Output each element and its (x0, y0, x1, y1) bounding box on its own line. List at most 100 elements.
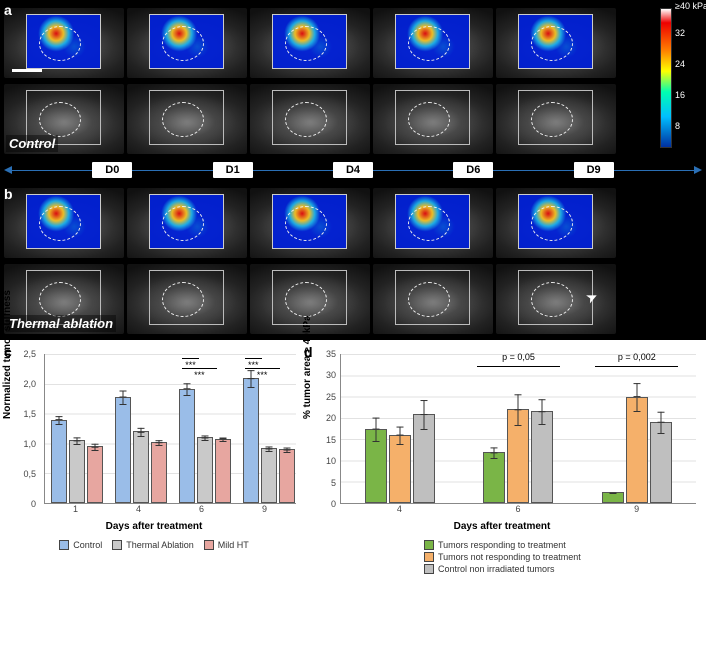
legend-swatch (424, 552, 434, 562)
bar (389, 435, 411, 503)
chart-c-plot: Normalized tumor stiffness 00,51,01,52,0… (4, 346, 304, 536)
y-tick: 10 (326, 456, 336, 466)
roi-circle (408, 26, 450, 61)
error-bar (251, 379, 252, 388)
legend-swatch (424, 540, 434, 550)
panel-a-group-label: Control (6, 135, 58, 152)
legend-item: Mild HT (204, 540, 249, 550)
roi-circle (162, 102, 204, 137)
bar (87, 446, 103, 503)
roi-circle (408, 102, 450, 137)
panel-b-label: b (4, 186, 13, 202)
bar (69, 440, 85, 503)
legend-label: Control (73, 540, 102, 550)
chart-d-x-title: Days after treatment (304, 521, 700, 532)
bar (197, 437, 213, 503)
panel-a-bmode-row: Control (0, 80, 660, 156)
legend-swatch (112, 540, 122, 550)
error-bar (59, 421, 60, 426)
legend-item: Control non irradiated tumors (424, 564, 555, 574)
x-tick: 9 (577, 504, 696, 516)
bar (650, 422, 672, 503)
bar-group (45, 354, 109, 503)
panel-b-bmode-row: Thermal ablation ➤ (0, 260, 706, 336)
chart-d: d % tumor area > 40kPa 05101520253035 p … (304, 346, 700, 574)
y-tick: 35 (326, 349, 336, 359)
legend-swatch (204, 540, 214, 550)
legend-item: Thermal Ablation (112, 540, 194, 550)
colorbar-top-label: ≥40 kPa (675, 1, 706, 11)
significance-marker: p = 0,002 (595, 358, 678, 370)
x-tick: 1 (44, 504, 107, 516)
bar (215, 439, 231, 503)
error-bar (376, 430, 377, 442)
bar (531, 411, 553, 503)
legend-label: Thermal Ablation (126, 540, 194, 550)
timepoint: D9 (574, 162, 614, 178)
roi-circle (162, 206, 204, 241)
chart-d-y-ticks: 05101520253035 (304, 354, 340, 504)
y-tick: 0 (331, 499, 336, 509)
bar (602, 492, 624, 503)
bar (507, 409, 529, 503)
bar (261, 448, 277, 503)
colorbar-tick: 32 (675, 28, 685, 38)
error-bar (187, 390, 188, 397)
ultrasound-image (250, 188, 370, 258)
chart-c-x-ticks: 1469 (44, 504, 296, 516)
y-tick: 2,5 (23, 349, 36, 359)
error-bar (542, 400, 543, 413)
ultrasound-image (373, 188, 493, 258)
bar-group (109, 354, 173, 503)
legend-item: Control (59, 540, 102, 550)
ultrasound-image (373, 84, 493, 154)
error-bar (424, 400, 425, 415)
y-tick: 0,5 (23, 469, 36, 479)
bar-group (459, 354, 577, 503)
error-bar (400, 436, 401, 445)
y-tick: 15 (326, 435, 336, 445)
x-tick: 4 (107, 504, 170, 516)
chart-d-plot: % tumor area > 40kPa 05101520253035 p = … (304, 346, 700, 536)
ultrasound-image (250, 264, 370, 334)
roi-circle (39, 102, 81, 137)
bar (413, 414, 435, 503)
ultrasound-image (127, 84, 247, 154)
panel-a-elasto-row (0, 4, 660, 80)
roi-circle (531, 26, 573, 61)
charts: c Normalized tumor stiffness 00,51,01,52… (0, 340, 706, 578)
bar (133, 431, 149, 503)
ultrasound-image (496, 188, 616, 258)
colorbar-tick: 8 (675, 121, 680, 131)
roi-circle (285, 26, 327, 61)
panel-b: b Thermal ablation ➤ (0, 184, 706, 340)
roi-circle (408, 206, 450, 241)
roi-circle (162, 26, 204, 61)
chart-d-axes: p = 0,05p = 0,002 (340, 354, 696, 504)
colorbar-ticks: ≥40 kPa 32 24 16 8 (675, 8, 700, 148)
timepoint: D0 (92, 162, 132, 178)
panel-b-elasto-row (0, 184, 706, 260)
significance-marker: *** (245, 368, 280, 380)
error-bar (287, 450, 288, 452)
legend-swatch (59, 540, 69, 550)
chart-c-axes: ************ (44, 354, 296, 504)
y-tick: 0 (31, 499, 36, 509)
error-bar (660, 423, 661, 434)
timepoint: D6 (453, 162, 493, 178)
y-tick: 1,0 (23, 439, 36, 449)
x-tick: 4 (340, 504, 459, 516)
bar (151, 442, 167, 503)
roi-circle (408, 282, 450, 317)
ultrasound-image (373, 264, 493, 334)
y-tick: 5 (331, 478, 336, 488)
bar (179, 389, 195, 503)
roi-circle (39, 26, 81, 61)
panel-a: a ≥40 kPa 32 24 16 8 Control (0, 0, 706, 156)
arrow-left-icon (4, 166, 12, 174)
legend-label: Tumors not responding to treatment (438, 552, 581, 562)
x-tick: 9 (233, 504, 296, 516)
x-tick: 6 (459, 504, 578, 516)
ultrasound-image (127, 8, 247, 78)
ultrasound-image (127, 264, 247, 334)
